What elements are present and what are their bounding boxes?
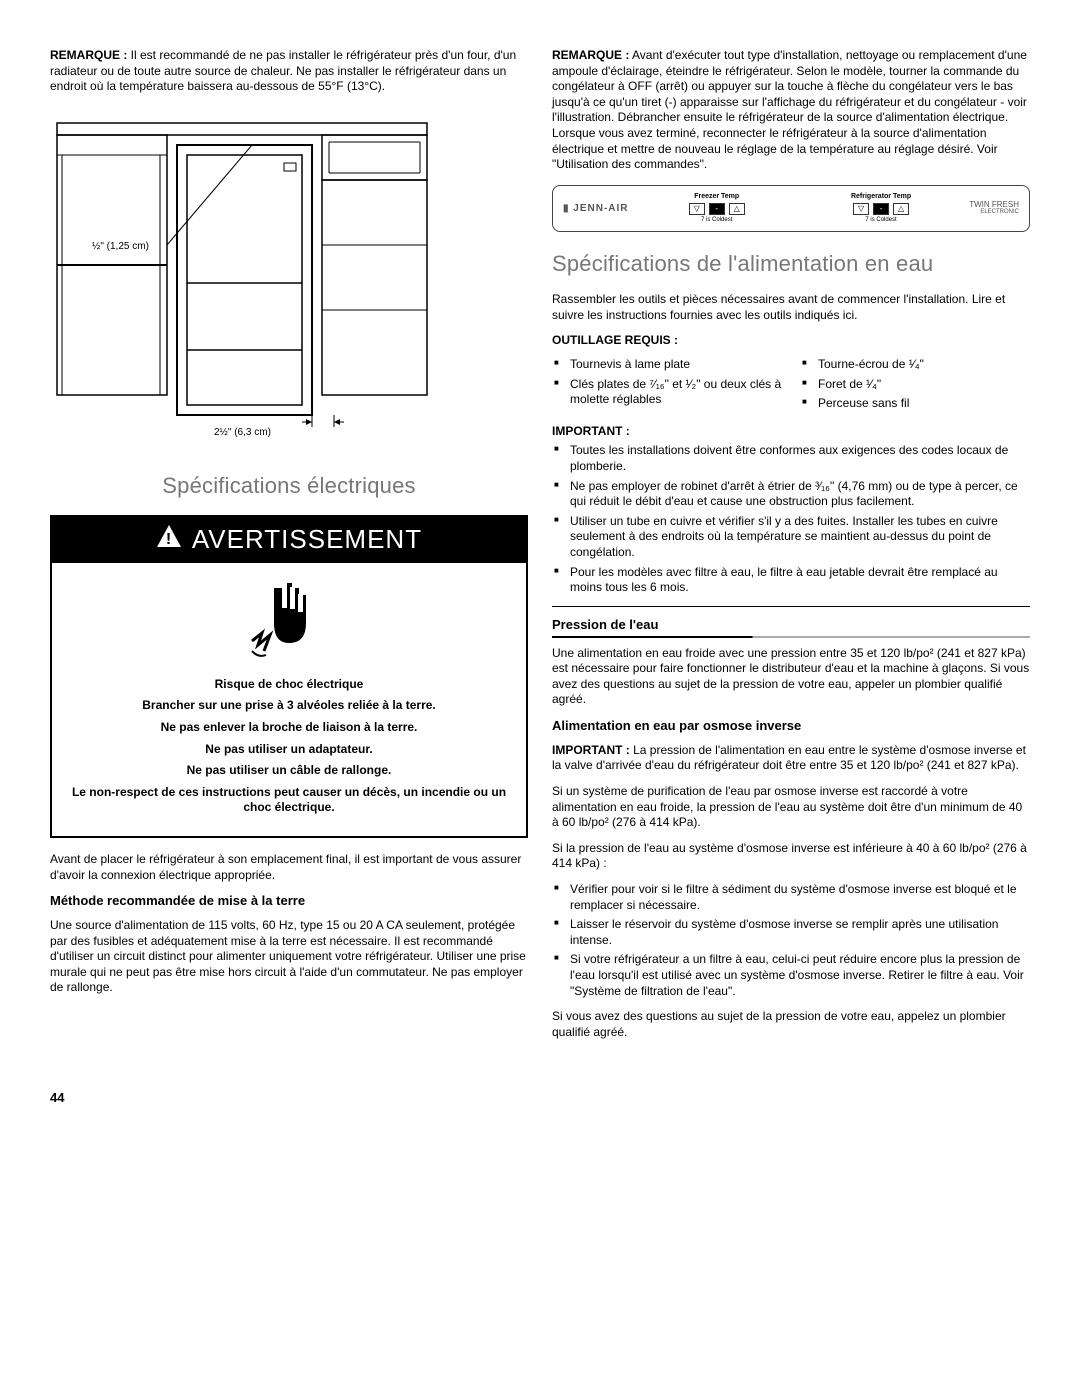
- osm-1: Laisser le réservoir du système d'osmose…: [552, 917, 1030, 948]
- refrigerator-temp-label: Refrigerator Temp: [851, 192, 911, 201]
- tool-r-0: Tourne-écrou de ¹⁄₄": [800, 357, 1030, 373]
- warning-triangle-icon: !: [156, 524, 182, 556]
- freezer-temp-label: Freezer Temp: [694, 192, 739, 201]
- osmose-heading: Alimentation en eau par osmose inverse: [552, 718, 1030, 735]
- remarque-label: REMARQUE :: [50, 48, 127, 62]
- shock-hand-icon: [244, 573, 334, 663]
- pressure-heading: Pression de l'eau: [552, 617, 1030, 638]
- pre-method-paragraph: Avant de placer le réfrigérateur à son e…: [50, 852, 528, 883]
- twin-line-1: TWIN FRESH: [969, 201, 1019, 209]
- osmose-list: Vérifier pour voir si le filtre à sédime…: [552, 882, 1030, 999]
- tools-right-list: Tourne-écrou de ¹⁄₄" Foret de ¹⁄₄" Perce…: [800, 353, 1030, 416]
- imp-2: Utiliser un tube en cuivre et vérifier s…: [552, 514, 1030, 561]
- osmose-important: IMPORTANT : La pression de l'alimentatio…: [552, 743, 1030, 774]
- osm-2: Si votre réfrigérateur a un filtre à eau…: [552, 952, 1030, 999]
- twin-line-2: ELECTRONIC: [969, 209, 1019, 215]
- freezer-up-icon: △: [729, 203, 745, 215]
- tools-left-list: Tournevis à lame plate Clés plates de ⁷⁄…: [552, 353, 782, 416]
- electrical-spec-heading: Spécifications électriques: [50, 472, 528, 501]
- control-panel-illustration: ▮ JENN-AIR Freezer Temp ▽ - △ 7 is Colde…: [552, 185, 1030, 232]
- tool-r-1: Foret de ¹⁄₄": [800, 377, 1030, 393]
- warning-image-area: [52, 563, 526, 671]
- freezer-down-icon: ▽: [689, 203, 705, 215]
- panel-brand: ▮ JENN-AIR: [563, 202, 629, 215]
- fridge-sub: 7 is Coldest: [865, 217, 896, 225]
- remarque-label-r: REMARQUE :: [552, 48, 629, 62]
- fridge-down-icon: ▽: [853, 203, 869, 215]
- osmose-outro: Si vous avez des questions au sujet de l…: [552, 1009, 1030, 1040]
- imp-3: Pour les modèles avec filtre à eau, le f…: [552, 565, 1030, 596]
- tools-list: Tournevis à lame plate Clés plates de ⁷⁄…: [552, 353, 1030, 416]
- imp-1: Ne pas employer de robinet d'arrêt à étr…: [552, 479, 1030, 510]
- left-column: REMARQUE : Il est recommandé de ne pas i…: [50, 48, 528, 1050]
- osmose-p2: Si un système de purification de l'eau p…: [552, 784, 1030, 831]
- tool-l-0: Tournevis à lame plate: [552, 357, 782, 373]
- divider: [552, 606, 1030, 607]
- tools-heading: OUTILLAGE REQUIS :: [552, 333, 1030, 349]
- warning-text-list: Risque de choc électrique Brancher sur u…: [52, 677, 526, 836]
- right-column: REMARQUE : Avant d'exécuter tout type d'…: [552, 48, 1030, 1050]
- warn-line-0: Risque de choc électrique: [66, 677, 512, 693]
- osmose-imp-label: IMPORTANT :: [552, 743, 630, 757]
- page-number: 44: [50, 1090, 1030, 1107]
- refrigerator-temp-group: Refrigerator Temp ▽ - △ 7 is Coldest: [805, 192, 957, 225]
- warn-line-3: Ne pas utiliser un adaptateur.: [66, 742, 512, 758]
- fridge-display: -: [873, 203, 889, 215]
- warn-line-1: Brancher sur une prise à 3 alvéoles reli…: [66, 698, 512, 714]
- svg-text:!: !: [166, 531, 172, 548]
- warn-line-4: Ne pas utiliser un câble de rallonge.: [66, 763, 512, 779]
- osmose-p3: Si la pression de l'eau au système d'osm…: [552, 841, 1030, 872]
- warn-line-2: Ne pas enlever la broche de liaison à la…: [66, 720, 512, 736]
- twin-fresh-label: TWIN FRESH ELECTRONIC: [969, 201, 1019, 215]
- left-remarque: REMARQUE : Il est recommandé de ne pas i…: [50, 48, 528, 95]
- tool-l-1: Clés plates de ⁷⁄₁₆" et ¹⁄₂" ou deux clé…: [552, 377, 782, 408]
- pressure-text: Une alimentation en eau froide avec une …: [552, 646, 1030, 708]
- method-heading: Méthode recommandée de mise à la terre: [50, 893, 528, 910]
- right-remarque: REMARQUE : Avant d'exécuter tout type d'…: [552, 48, 1030, 173]
- diagram-label-top: ½" (1,25 cm): [92, 241, 149, 252]
- remarque-text-r: Avant d'exécuter tout type d'installatio…: [552, 48, 1027, 171]
- imp-0: Toutes les installations doivent être co…: [552, 443, 1030, 474]
- warning-box: ! AVERTISSEMENT Risque de choc électriqu…: [50, 515, 528, 838]
- method-paragraph: Une source d'alimentation de 115 volts, …: [50, 918, 528, 996]
- important-list: Toutes les installations doivent être co…: [552, 443, 1030, 595]
- tool-r-2: Perceuse sans fil: [800, 396, 1030, 412]
- warning-title: AVERTISSEMENT: [192, 523, 422, 557]
- warning-header: ! AVERTISSEMENT: [52, 517, 526, 563]
- installation-diagram: ½" (1,25 cm) 2½" (6,3 cm): [52, 115, 432, 440]
- freezer-temp-group: Freezer Temp ▽ - △ 7 is Coldest: [641, 192, 793, 225]
- freezer-display: -: [709, 203, 725, 215]
- important-heading: IMPORTANT :: [552, 424, 1030, 440]
- freezer-sub: 7 is Coldest: [701, 217, 732, 225]
- water-spec-heading: Spécifications de l'alimentation en eau: [552, 250, 1030, 279]
- two-column-layout: REMARQUE : Il est recommandé de ne pas i…: [50, 48, 1030, 1050]
- diagram-label-bottom: 2½" (6,3 cm): [214, 427, 271, 438]
- water-intro: Rassembler les outils et pièces nécessai…: [552, 292, 1030, 323]
- warn-line-5: Le non-respect de ces instructions peut …: [66, 785, 512, 816]
- osm-0: Vérifier pour voir si le filtre à sédime…: [552, 882, 1030, 913]
- fridge-up-icon: △: [893, 203, 909, 215]
